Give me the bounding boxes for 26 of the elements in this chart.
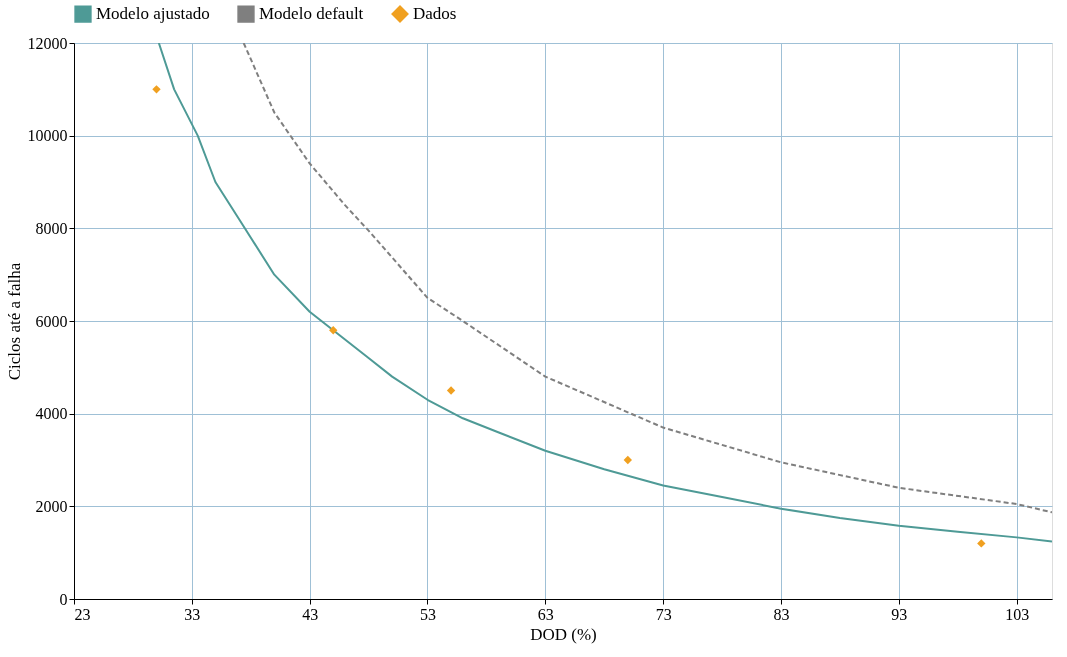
legend-label: Modelo default (259, 4, 364, 24)
legend-label: Modelo ajustado (96, 4, 210, 24)
point (446, 386, 456, 395)
y-tick-label: 10000 (27, 127, 68, 145)
x-tick-label: 33 (184, 605, 201, 623)
y-tick-label: 2000 (35, 497, 68, 515)
y-tick-label: 4000 (35, 405, 68, 423)
y-tick-label: 8000 (35, 219, 68, 237)
x-tick-label: 93 (891, 605, 908, 623)
x-tick-label: 83 (773, 605, 790, 623)
x-axis-title: DOD (%) (530, 624, 597, 644)
x-tick-label: 73 (655, 605, 672, 623)
y-axis-title: Ciclos até a falha (4, 262, 24, 381)
point (977, 539, 986, 548)
point (329, 326, 338, 335)
x-tick-label: 23 (74, 605, 91, 623)
x-tick-label: 43 (302, 605, 319, 623)
x-tick-label: 103 (1005, 605, 1030, 623)
x-tick-label: 53 (419, 605, 436, 623)
legend-label: Dados (413, 4, 457, 24)
y-tick-label: 6000 (35, 312, 68, 330)
point (152, 85, 161, 94)
y-tick-label: 12000 (27, 34, 68, 52)
x-tick-label: 63 (537, 605, 554, 623)
point (623, 455, 632, 465)
y-tick-label: 0 (59, 590, 68, 608)
